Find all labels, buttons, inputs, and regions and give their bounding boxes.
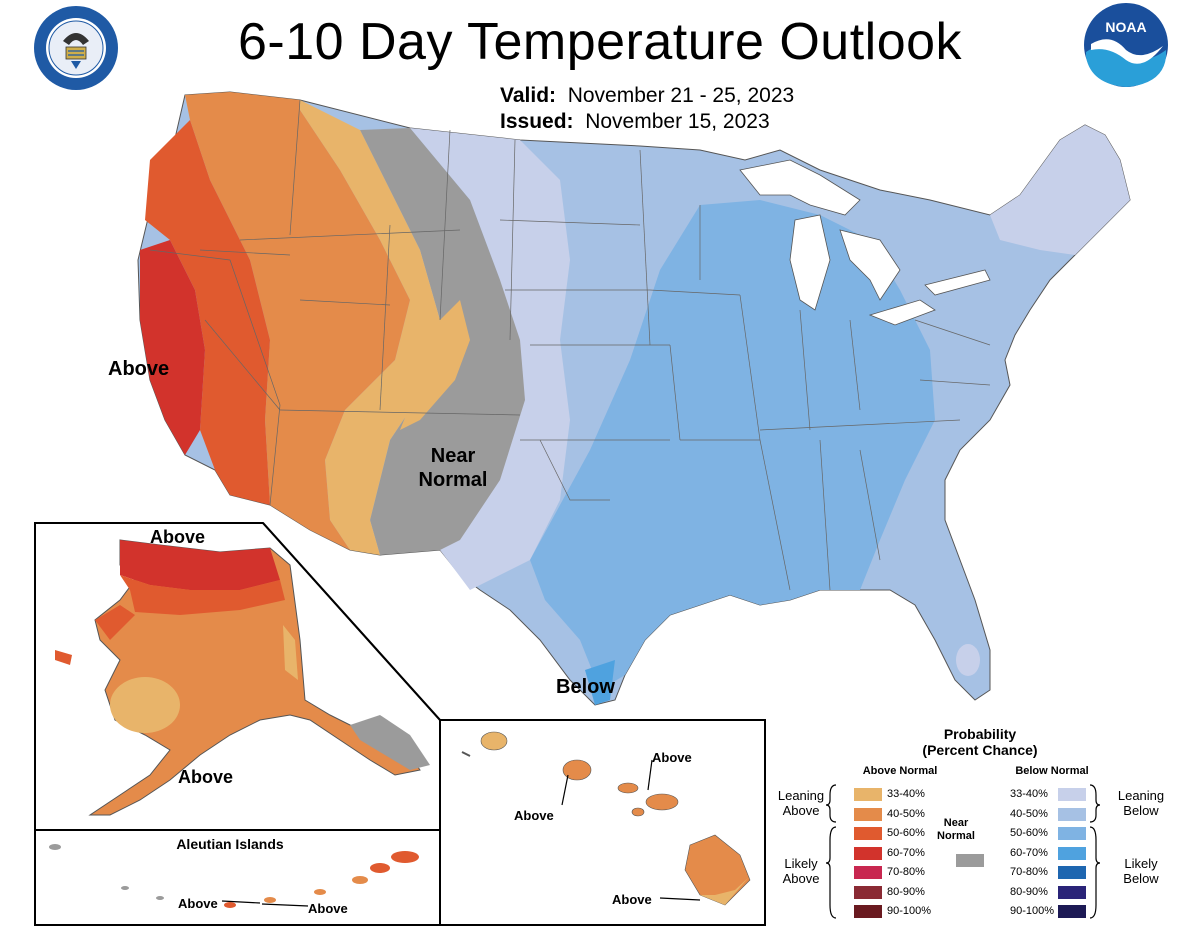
legend-likely-below-2: Below	[1123, 871, 1159, 886]
aleutians-title: Aleutian Islands	[176, 836, 284, 852]
legend-likely-above: Likely Above	[770, 856, 832, 886]
issued-value: November 15, 2023	[585, 110, 770, 133]
noaa-logo: NOAA	[1083, 2, 1169, 93]
legend-leaning-above-2: Above	[782, 803, 820, 818]
issued-date: Issued: November 15, 2023	[500, 110, 770, 134]
legend-leaning-below-1: Leaning	[1117, 788, 1165, 803]
legend-above-header: Above Normal	[862, 765, 938, 777]
valid-value: November 21 - 25, 2023	[567, 84, 795, 107]
legend-below-range: 60-70%	[1010, 846, 1048, 859]
legend-likely-above-2: Above	[782, 871, 820, 886]
legend-below-range: 80-90%	[1010, 885, 1048, 898]
legend-near-swatch	[956, 854, 984, 867]
label-near-normal-line1: Near	[430, 445, 476, 467]
legend-title-line1: Probability	[943, 726, 1017, 742]
legend-likely-below-1: Likely	[1124, 856, 1158, 871]
legend-likely-above-1: Likely	[784, 856, 818, 871]
legend-above-range: 50-60%	[887, 827, 925, 839]
legend-near-header: Near Normal	[936, 817, 976, 843]
label-near-normal-line2: Normal	[418, 469, 488, 491]
legend-below-swatch	[1058, 807, 1086, 821]
legend-above-swatch	[854, 788, 882, 801]
legend-above-range: 60-70%	[887, 846, 925, 859]
label-west-above: Above	[108, 358, 170, 380]
aleutian-islands	[49, 844, 419, 908]
legend-below-swatch	[1058, 827, 1086, 840]
aleutian-callouts	[221, 900, 309, 907]
legend-above-range: 40-50%	[887, 807, 925, 820]
valid-label: Valid:	[500, 84, 557, 107]
legend-above-range: 33-40%	[887, 788, 925, 800]
conus-regions	[137, 91, 1131, 706]
issued-label: Issued:	[500, 110, 574, 133]
commerce-seal-logo	[33, 5, 119, 96]
legend-below-range: 40-50%	[1010, 807, 1048, 820]
legend-above-swatch	[854, 905, 882, 918]
hawaii-callouts	[561, 759, 701, 901]
legend-above-range: 80-90%	[887, 885, 925, 898]
legend-below-range: 90-100%	[1010, 905, 1055, 917]
legend-title-line2: (Percent Chance)	[922, 742, 1038, 758]
alaska-inset	[55, 539, 430, 816]
legend-leaning-below-2: Below	[1123, 803, 1159, 818]
label-aleutians-above-2: Above	[308, 901, 348, 916]
legend-below-range: 33-40%	[1010, 788, 1048, 800]
legend-below-swatch	[1058, 866, 1086, 879]
legend: Probability (Percent Chance) Above Norma…	[770, 720, 1200, 928]
legend-likely-below: Likely Below	[1110, 856, 1172, 886]
legend-leaning-above: Leaning Above	[770, 788, 832, 818]
noaa-logo-text: NOAA	[1105, 19, 1146, 35]
legend-above-range: 70-80%	[887, 866, 925, 878]
legend-near-line2: Normal	[937, 830, 975, 842]
legend-above-swatch	[854, 807, 882, 821]
legend-above-swatch	[854, 885, 882, 899]
legend-above-swatch	[854, 846, 882, 860]
legend-braces	[825, 784, 1101, 919]
page-title: 6-10 Day Temperature Outlook	[237, 13, 963, 71]
label-hawaii-bottom: Above	[612, 892, 652, 907]
legend-title: Probability (Percent Chance)	[890, 726, 1070, 758]
legend-below-swatch	[1058, 788, 1086, 801]
label-hawaii-left: Above	[514, 808, 554, 823]
legend-below-range: 50-60%	[1010, 827, 1048, 839]
legend-below-swatch	[1058, 905, 1086, 918]
legend-above-swatch	[854, 827, 882, 840]
legend-below-range: 70-80%	[1010, 866, 1048, 878]
legend-above-swatch	[854, 866, 882, 879]
legend-above-range: 90-100%	[887, 905, 932, 917]
valid-dates: Valid: November 21 - 25, 2023	[500, 84, 794, 108]
label-near-normal: Near Normal	[408, 444, 498, 492]
label-aleutians-above-1: Above	[178, 896, 218, 911]
legend-leaning-above-1: Leaning	[777, 788, 825, 803]
legend-below-swatch	[1058, 885, 1086, 899]
label-hawaii-top: Above	[652, 750, 692, 765]
label-alaska-north-above: Above	[150, 527, 206, 547]
legend-near-line1: Near	[943, 817, 969, 829]
hawaii-islands	[461, 731, 751, 906]
legend-leaning-below: Leaning Below	[1110, 788, 1172, 818]
legend-below-header: Below Normal	[1015, 765, 1089, 777]
label-alaska-south-above: Above	[178, 767, 234, 787]
label-texas-below: Below	[556, 676, 615, 698]
legend-below-swatch	[1058, 846, 1086, 860]
